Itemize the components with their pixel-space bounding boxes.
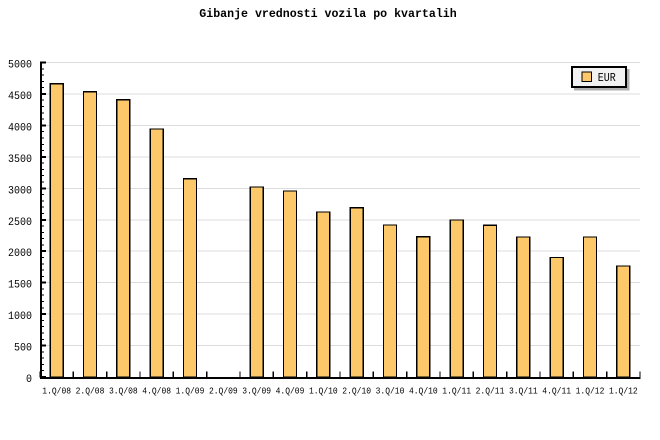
svg-text:Gibanje vrednosti vozila po kv: Gibanje vrednosti vozila po kvartalih	[199, 8, 456, 21]
svg-text:3.Q/09: 3.Q/09	[242, 386, 271, 397]
svg-text:1.Q/12: 1.Q/12	[576, 386, 605, 397]
svg-text:1.Q/11: 1.Q/11	[442, 386, 471, 397]
svg-text:4.Q/11: 4.Q/11	[542, 386, 571, 397]
svg-text:3500: 3500	[8, 153, 32, 166]
svg-text:5000: 5000	[8, 59, 32, 72]
svg-text:2.Q/09: 2.Q/09	[209, 386, 238, 397]
svg-text:3000: 3000	[8, 185, 32, 198]
svg-text:1.Q/10: 1.Q/10	[309, 386, 338, 397]
svg-text:1000: 1000	[8, 311, 32, 324]
svg-text:4.Q/08: 4.Q/08	[142, 386, 171, 397]
svg-text:3.Q/08: 3.Q/08	[109, 386, 138, 397]
svg-text:1.Q/08: 1.Q/08	[42, 386, 71, 397]
svg-text:1500: 1500	[8, 279, 32, 292]
svg-text:4500: 4500	[8, 91, 32, 104]
svg-text:4.Q/10: 4.Q/10	[409, 386, 438, 397]
svg-text:EUR: EUR	[598, 73, 616, 86]
svg-text:2.Q/10: 2.Q/10	[342, 386, 371, 397]
svg-text:2.Q/11: 2.Q/11	[476, 386, 505, 397]
svg-text:2500: 2500	[8, 216, 32, 229]
svg-text:0: 0	[26, 374, 32, 387]
svg-text:500: 500	[14, 342, 32, 355]
svg-text:3.Q/11: 3.Q/11	[509, 386, 538, 397]
svg-text:1.Q/12: 1.Q/12	[609, 386, 638, 397]
svg-text:2000: 2000	[8, 248, 32, 261]
svg-text:1.Q/09: 1.Q/09	[176, 386, 205, 397]
svg-text:4000: 4000	[8, 122, 32, 135]
svg-text:2.Q/08: 2.Q/08	[76, 386, 105, 397]
svg-text:3.Q/10: 3.Q/10	[376, 386, 405, 397]
svg-text:4.Q/09: 4.Q/09	[276, 386, 305, 397]
